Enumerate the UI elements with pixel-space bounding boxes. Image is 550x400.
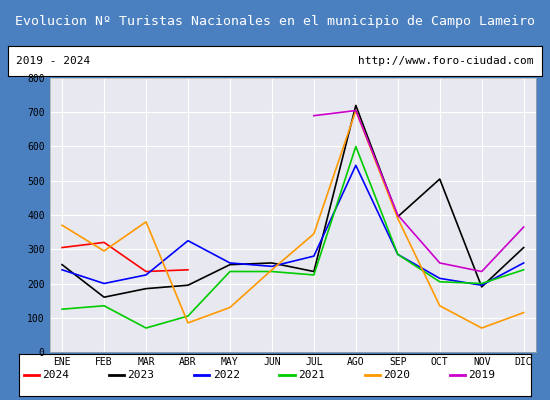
2020: [227, 305, 233, 310]
2023: [311, 269, 317, 274]
2021: [59, 307, 65, 312]
2021: [437, 279, 443, 284]
2020: [520, 310, 527, 315]
2021: [268, 269, 275, 274]
2021: [394, 252, 401, 257]
2022: [311, 254, 317, 258]
2023: [268, 260, 275, 265]
2023: [227, 262, 233, 267]
2021: [185, 314, 191, 318]
2021: [478, 281, 485, 286]
Text: 2021: 2021: [298, 370, 325, 380]
2019: [520, 224, 527, 229]
2023: [478, 284, 485, 289]
2022: [227, 260, 233, 265]
2020: [437, 303, 443, 308]
2020: [185, 320, 191, 325]
2019: [478, 269, 485, 274]
Line: 2020: 2020: [62, 110, 524, 328]
2022: [59, 268, 65, 272]
2024: [142, 269, 149, 274]
2020: [268, 268, 275, 272]
2021: [142, 326, 149, 330]
2022: [101, 281, 107, 286]
2022: [185, 238, 191, 243]
Text: 2019 - 2024: 2019 - 2024: [16, 56, 91, 66]
Text: 2022: 2022: [213, 370, 240, 380]
2023: [142, 286, 149, 291]
Line: 2024: 2024: [62, 242, 188, 272]
2020: [394, 216, 401, 221]
2022: [142, 272, 149, 277]
2019: [311, 113, 317, 118]
2022: [394, 252, 401, 257]
Line: 2022: 2022: [62, 165, 524, 285]
2021: [311, 272, 317, 277]
2022: [268, 264, 275, 269]
2023: [185, 283, 191, 288]
2021: [520, 268, 527, 272]
2020: [311, 232, 317, 236]
Line: 2023: 2023: [62, 105, 524, 297]
Line: 2019: 2019: [314, 110, 524, 272]
2021: [101, 303, 107, 308]
Text: 2020: 2020: [383, 370, 410, 380]
Line: 2021: 2021: [62, 146, 524, 328]
Text: http://www.foro-ciudad.com: http://www.foro-ciudad.com: [358, 56, 534, 66]
2023: [101, 295, 107, 300]
Text: 2023: 2023: [128, 370, 155, 380]
2023: [520, 245, 527, 250]
2022: [478, 283, 485, 288]
2019: [353, 108, 359, 113]
2024: [185, 268, 191, 272]
2020: [101, 248, 107, 253]
2020: [478, 326, 485, 330]
2024: [59, 245, 65, 250]
2022: [353, 163, 359, 168]
2024: [101, 240, 107, 245]
2022: [520, 260, 527, 265]
2023: [353, 103, 359, 108]
2019: [394, 213, 401, 218]
2022: [437, 276, 443, 281]
2020: [59, 223, 65, 228]
2020: [353, 108, 359, 113]
Text: Evolucion Nº Turistas Nacionales en el municipio de Campo Lameiro: Evolucion Nº Turistas Nacionales en el m…: [15, 16, 535, 28]
2020: [142, 220, 149, 224]
Text: 2024: 2024: [42, 370, 69, 380]
2023: [437, 177, 443, 182]
2023: [59, 262, 65, 267]
2021: [227, 269, 233, 274]
Text: 2019: 2019: [469, 370, 496, 380]
2021: [353, 144, 359, 149]
2023: [394, 214, 401, 219]
2019: [437, 260, 443, 265]
